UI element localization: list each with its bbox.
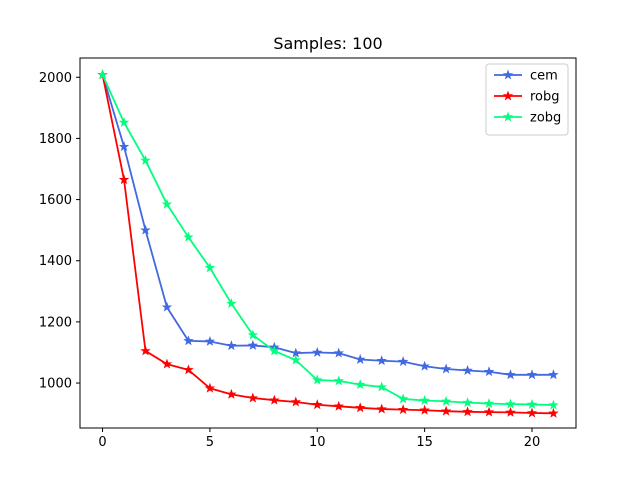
data-point-zobg (183, 231, 194, 242)
data-point-zobg (548, 399, 559, 410)
series-robg (97, 69, 559, 418)
data-point-robg (183, 364, 194, 375)
legend-entry-robg: robg (494, 90, 560, 105)
data-point-cem (354, 354, 366, 364)
data-point-robg (161, 358, 173, 369)
data-point-cem (505, 369, 516, 380)
data-point-cem (333, 347, 344, 358)
series-line-cem (101, 74, 554, 376)
x-axis: 0 5 10 15 20 (98, 428, 540, 450)
data-point-cem (140, 224, 151, 235)
legend-entry-cem: cem (494, 69, 558, 84)
y-tick-label: 2000 (39, 71, 72, 86)
x-tick-label: 20 (524, 435, 541, 450)
data-point-robg (462, 406, 473, 417)
x-tick-label: 10 (309, 435, 326, 450)
data-point-zobg (397, 393, 409, 404)
plot-frame (79, 57, 577, 429)
x-tick-label: 15 (416, 435, 433, 450)
data-point-robg (247, 392, 259, 403)
data-point-robg (290, 396, 302, 407)
data-point-robg (440, 405, 452, 416)
x-tick-label: 5 (206, 435, 214, 450)
data-point-zobg (333, 375, 344, 386)
legend-entry-zobg: zobg (494, 111, 561, 126)
chart-title: Samples: 100 (273, 34, 382, 53)
data-point-robg (376, 403, 387, 414)
data-point-cem (226, 340, 237, 351)
data-point-zobg (226, 298, 237, 308)
data-point-cem (204, 335, 216, 346)
y-tick-label: 1400 (39, 254, 72, 269)
data-point-robg (333, 400, 344, 411)
legend-marker (502, 69, 514, 80)
legend-label: cem (530, 69, 558, 84)
data-point-cem (247, 339, 259, 350)
data-point-zobg (269, 345, 280, 356)
data-point-zobg (118, 117, 130, 127)
data-point-zobg (140, 154, 151, 165)
y-tick-label: 1800 (39, 132, 72, 147)
data-point-zobg (97, 69, 108, 80)
plot-series (97, 69, 559, 418)
data-point-cem (526, 369, 538, 380)
data-point-robg (483, 406, 495, 417)
series-zobg (97, 69, 559, 410)
data-point-zobg (419, 395, 430, 405)
data-point-cem (440, 363, 452, 374)
data-point-cem (376, 355, 387, 366)
data-point-zobg (376, 381, 387, 392)
y-tick-label: 1200 (39, 315, 72, 330)
legend-marker (502, 90, 514, 101)
data-point-robg (397, 404, 409, 415)
data-point-cem (419, 360, 430, 371)
data-point-robg (269, 394, 280, 405)
data-point-cem (183, 335, 194, 346)
legend: cem robg zobg (485, 63, 569, 136)
data-point-zobg (204, 262, 216, 273)
data-point-cem (397, 356, 409, 367)
data-point-zobg (483, 398, 495, 408)
data-point-cem (161, 301, 173, 312)
data-point-robg (526, 407, 538, 418)
data-point-cem (118, 141, 130, 152)
data-point-zobg (312, 374, 323, 385)
data-point-robg (226, 388, 237, 399)
data-point-zobg (526, 398, 538, 409)
data-point-robg (354, 402, 366, 413)
series-line-robg (101, 74, 554, 415)
data-point-zobg (161, 198, 173, 209)
data-point-robg (140, 345, 151, 356)
data-point-cem (548, 369, 559, 380)
y-tick-label: 1000 (39, 377, 72, 392)
data-point-zobg (247, 329, 259, 340)
legend-label: zobg (530, 111, 561, 126)
data-point-zobg (505, 398, 516, 409)
data-point-zobg (290, 354, 302, 365)
x-tick-label: 0 (98, 435, 106, 450)
data-point-zobg (440, 395, 452, 406)
data-point-cem (462, 365, 473, 375)
data-point-robg (505, 406, 516, 417)
data-point-robg (312, 399, 323, 410)
data-point-zobg (462, 397, 473, 408)
data-point-cem (483, 366, 495, 377)
data-point-robg (548, 407, 559, 418)
data-point-robg (204, 382, 216, 393)
legend-label: robg (530, 90, 560, 105)
data-point-cem (312, 346, 323, 357)
data-point-robg (419, 404, 430, 415)
data-point-robg (118, 174, 130, 185)
y-axis: 1000 1200 1400 1600 1800 2000 (39, 71, 80, 392)
legend-marker (502, 111, 514, 122)
series-line-zobg (101, 74, 554, 406)
data-point-zobg (354, 379, 366, 390)
y-tick-label: 1600 (39, 193, 72, 208)
